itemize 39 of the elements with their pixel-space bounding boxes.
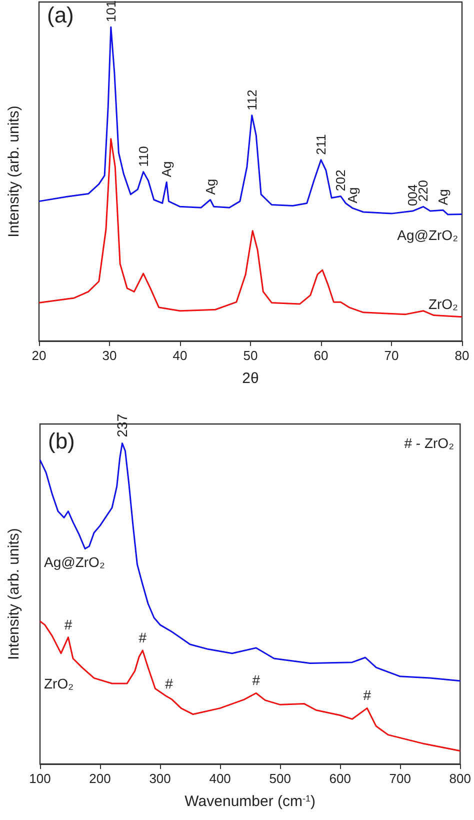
x-tick-label: 700 xyxy=(389,771,411,786)
x-tick-label: 30 xyxy=(102,348,117,363)
x-tick-label: 400 xyxy=(209,771,231,786)
series-label: Ag@ZrO₂ xyxy=(44,554,105,570)
series-label: Ag@ZrO₂ xyxy=(397,227,458,244)
annotation: # - ZrO₂ xyxy=(404,435,454,451)
x-tick-label: 70 xyxy=(384,348,399,363)
annotation: # xyxy=(363,687,372,704)
x-tick-label: 600 xyxy=(329,771,351,786)
x-axis-title: 2θ xyxy=(242,370,259,387)
series-label: ZrO₂ xyxy=(44,675,74,692)
series-label: ZrO₂ xyxy=(428,296,458,312)
x-tick-label: 100 xyxy=(29,771,51,786)
y-axis-title: Intensity (arb. units) xyxy=(6,106,22,238)
x-tick-label: 20 xyxy=(32,348,46,363)
annotation: Ag xyxy=(159,161,174,178)
annotation: # xyxy=(252,672,260,688)
annotation: 112 xyxy=(244,90,260,110)
x-tick-label: 200 xyxy=(89,771,111,786)
x-tick-label: 60 xyxy=(314,348,328,363)
x-tick-label: 50 xyxy=(243,348,258,363)
x-tick-label: 800 xyxy=(449,771,472,786)
annotation: 110 xyxy=(136,146,151,167)
annotation: Ag xyxy=(202,178,218,195)
annotation: 237 xyxy=(114,414,130,438)
annotation: # xyxy=(64,616,72,632)
annotation: 211 xyxy=(314,134,328,155)
chart-title: (b) xyxy=(48,428,75,454)
annotation: 220 xyxy=(416,180,431,202)
x-tick-label: 500 xyxy=(269,771,291,786)
x-tick-label: 300 xyxy=(149,771,171,786)
chart-title: (a) xyxy=(47,2,74,28)
annotation: Ag xyxy=(435,189,450,206)
annotation: # xyxy=(138,629,147,646)
annotation: # xyxy=(165,676,174,692)
annotation: 101 xyxy=(103,0,118,22)
x-tick-label: 80 xyxy=(454,348,470,363)
x-tick-label: 40 xyxy=(172,348,188,363)
y-axis-title: Intensity (arb. units) xyxy=(6,528,22,660)
